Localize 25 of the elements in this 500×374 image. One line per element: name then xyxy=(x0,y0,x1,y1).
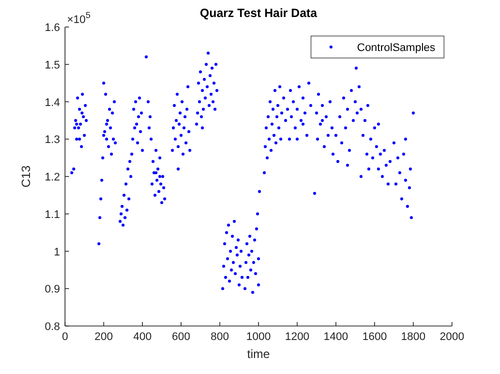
y-tick-label: 1.6 xyxy=(44,22,60,34)
legend-label: ControlSamples xyxy=(357,42,436,54)
x-tick-label: 1800 xyxy=(401,331,426,343)
y-tick-label: 1.3 xyxy=(44,134,60,146)
y-tick-label: 1.1 xyxy=(44,208,60,221)
x-tick-label: 1000 xyxy=(246,331,271,343)
y-tick-label: 1.5 xyxy=(44,59,60,72)
x-tick-label: 1200 xyxy=(284,331,310,343)
y-tick-label: 1.2 xyxy=(44,172,60,184)
x-axis-title: time xyxy=(247,347,270,361)
y-tick-label: 0.9 xyxy=(44,284,60,296)
y-tick-label: 1 xyxy=(54,246,60,258)
y-tick-label: 0.8 xyxy=(44,321,60,333)
chart-title: Quarz Test Hair Data xyxy=(200,6,318,20)
y-axis-title: C13 xyxy=(19,165,33,188)
x-tick-label: 1400 xyxy=(324,331,348,343)
y-tick-label: 1.4 xyxy=(44,96,60,109)
text: ×10$^{5}$ xyxy=(67,10,91,26)
x-tick-label: 200 xyxy=(94,331,113,343)
x-tick-label: 2000 xyxy=(440,331,464,343)
x-tick-label: 800 xyxy=(210,331,229,343)
x-tick-label: 600 xyxy=(172,331,190,343)
x-tick-label: 400 xyxy=(133,331,152,343)
x-tick-label: 0 xyxy=(62,331,68,343)
x-tick-label: 1600 xyxy=(362,331,387,343)
